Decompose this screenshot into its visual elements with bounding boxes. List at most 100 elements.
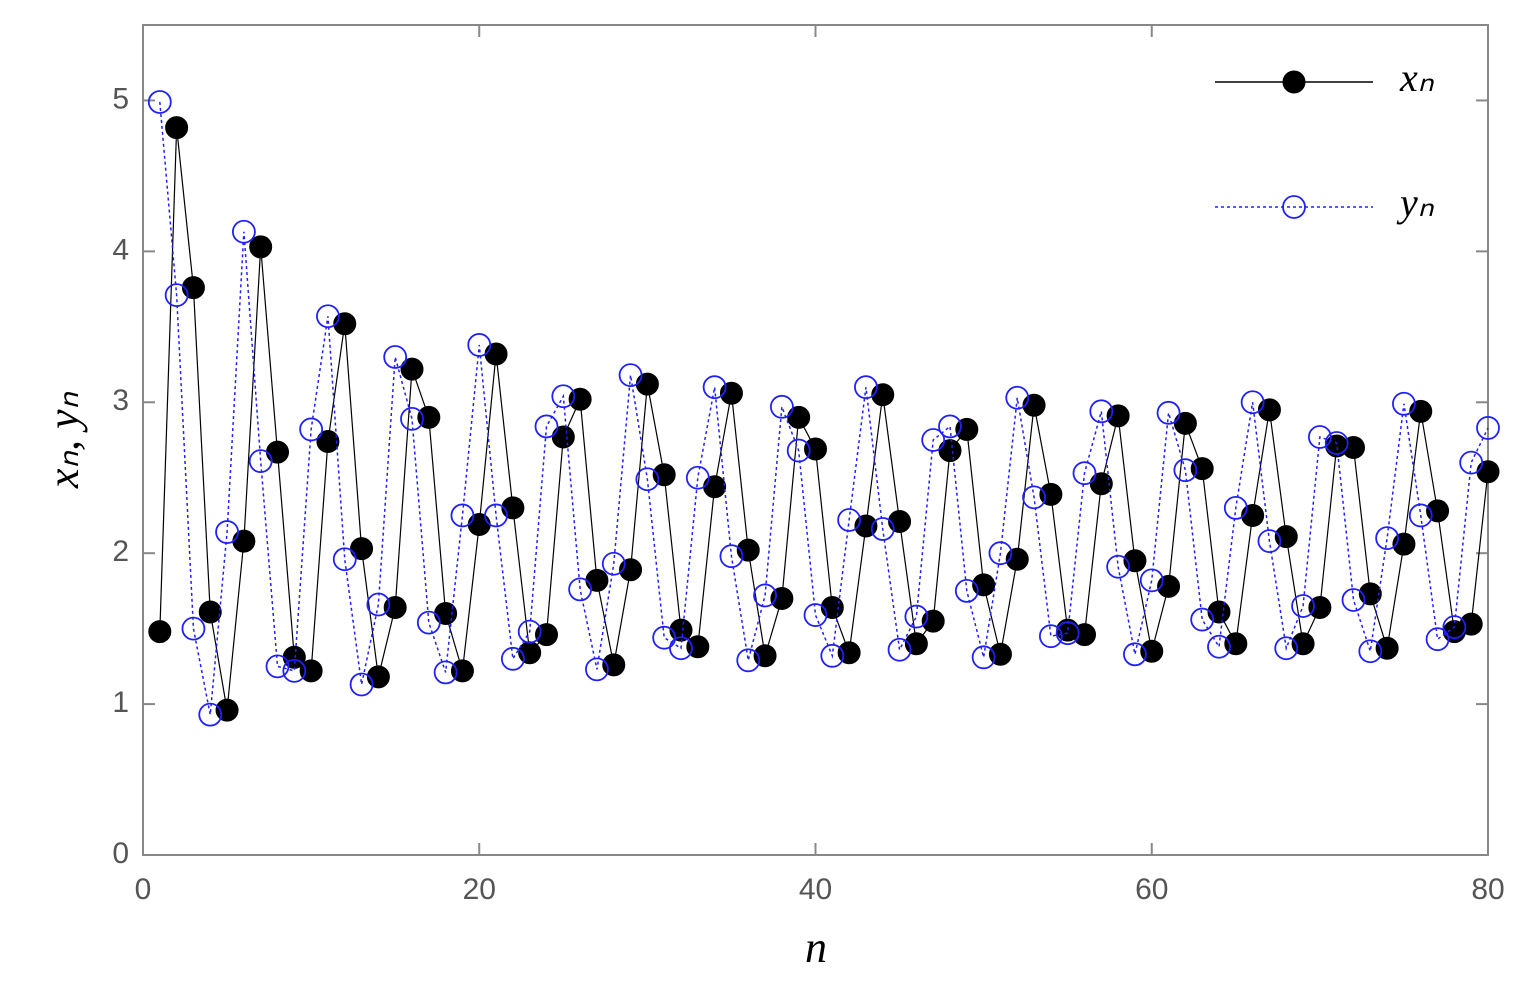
point [921,428,946,452]
point [652,625,677,650]
x-axis-label: n [805,923,827,972]
point [787,405,811,429]
point [316,304,340,329]
y-tick-label: 0 [112,837,129,870]
point [1190,607,1215,632]
point [1022,485,1046,510]
point [400,406,424,431]
x-tick-label: 40 [799,873,832,906]
point [1223,496,1248,520]
point [703,475,727,499]
point [198,702,223,727]
point [719,544,744,569]
point [433,660,458,685]
point [1274,636,1299,661]
point [551,384,576,409]
x-tick-label: 20 [463,873,496,906]
point [1072,461,1097,486]
point [299,659,323,683]
point [1324,431,1349,455]
point [1308,596,1332,620]
point [971,645,996,670]
point [299,417,324,442]
point [820,643,845,668]
point [854,375,878,400]
point [164,283,189,308]
point [686,635,710,659]
point [248,449,273,474]
point [585,657,609,682]
point [232,529,256,553]
point [837,508,862,532]
point [870,517,895,541]
point [887,637,912,662]
point [316,430,340,454]
point [400,357,424,381]
point [1073,623,1096,647]
point [332,547,357,572]
point [383,345,408,369]
point [434,602,458,626]
point [1207,634,1231,659]
y-axis-label: xₙ, yₙ [39,391,88,489]
point [1291,594,1315,618]
point [1005,385,1030,410]
point [1089,399,1114,424]
point [954,579,979,603]
point [618,363,643,388]
point [147,90,172,114]
point [804,437,827,461]
point [1476,416,1500,440]
point [450,659,474,683]
point [198,600,222,624]
legend-marker [1282,195,1306,219]
y-tick-label: 5 [112,82,129,115]
point [517,619,542,644]
point [484,503,508,528]
y-tick-label: 4 [112,233,129,266]
point [803,603,828,627]
point [165,116,189,140]
point [231,219,256,244]
point [938,414,962,439]
y-tick-label: 1 [112,686,129,719]
point [500,646,525,671]
point [1257,529,1282,554]
point [1139,568,1164,593]
point [1476,460,1500,484]
x-tick-label: 0 [135,873,152,906]
point [1358,639,1383,664]
point [1307,425,1332,449]
point [1089,472,1113,496]
point [350,537,374,561]
point [635,467,660,492]
point [215,520,239,544]
x-tick-label: 80 [1471,873,1504,906]
point [601,551,626,576]
y-tick-label: 3 [112,384,129,417]
point [366,592,391,617]
point [635,372,659,396]
point [1375,526,1400,550]
point [148,620,172,644]
point [1156,400,1181,425]
point [585,568,609,592]
point [736,648,761,673]
series-line [159,127,1489,711]
point [249,235,273,259]
point [349,672,374,697]
point [669,636,693,661]
legend-marker [1282,70,1306,94]
point [181,616,206,641]
point [1173,458,1198,483]
point [1190,457,1214,481]
point [568,577,593,602]
point [988,541,1013,566]
point [786,438,811,463]
point [702,375,727,400]
point [753,583,777,608]
point [1240,390,1265,415]
series-line [159,101,1489,715]
point [551,425,575,449]
